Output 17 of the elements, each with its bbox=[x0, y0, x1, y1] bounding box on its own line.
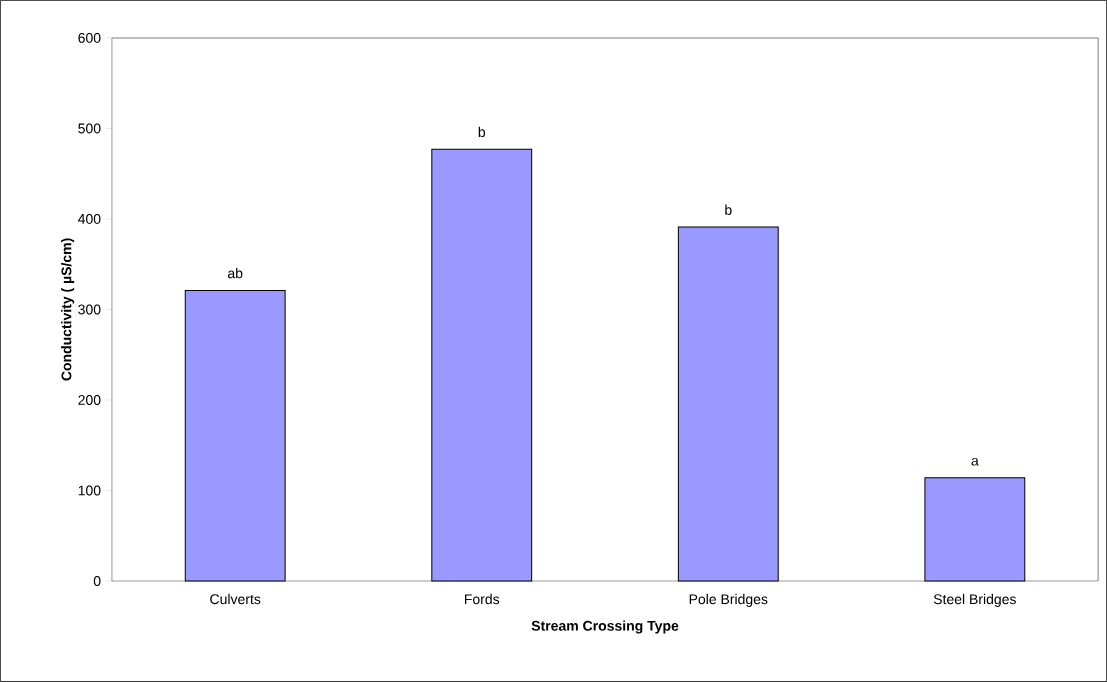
annotation: ab bbox=[228, 267, 243, 279]
y-tick-label: 500 bbox=[78, 123, 101, 134]
y-tick-label: 100 bbox=[78, 485, 101, 496]
x-tick-label: Fords bbox=[464, 593, 500, 605]
annotation: b bbox=[478, 126, 486, 138]
y-axis-title: Conductivity ( µS/cm) bbox=[61, 238, 75, 381]
x-tick-label: Culverts bbox=[210, 593, 261, 605]
y-tick-label: 400 bbox=[78, 214, 101, 224]
x-tick-label: Pole Bridges bbox=[689, 593, 768, 607]
annotation: a bbox=[971, 457, 979, 466]
y-tick-label: 300 bbox=[78, 304, 101, 315]
x-tick-label: Steel Bridges bbox=[933, 593, 1016, 607]
annotation: b bbox=[725, 204, 732, 215]
y-tick-label: 200 bbox=[78, 395, 101, 405]
y-tick-label: 0 bbox=[93, 576, 101, 586]
x-axis-title: Stream Crossing Type bbox=[531, 620, 679, 634]
y-tick-label: 600 bbox=[78, 32, 101, 43]
